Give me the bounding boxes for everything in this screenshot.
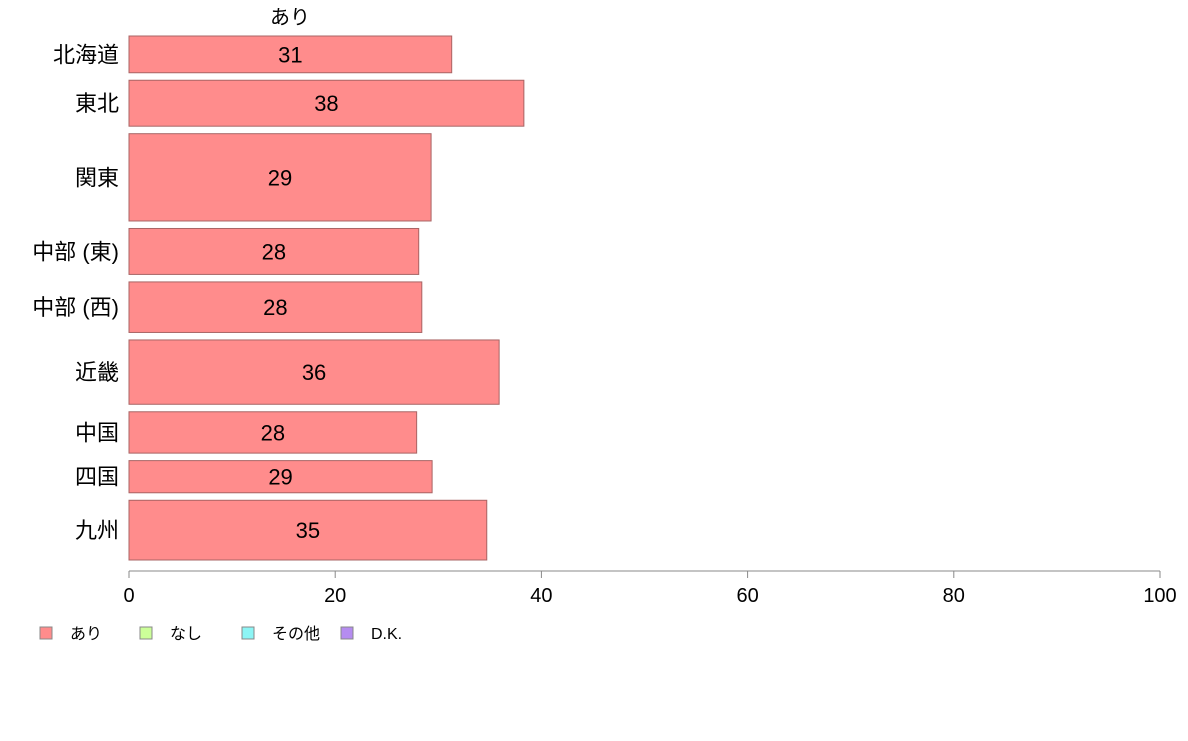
category-label: 四国 [75,465,119,490]
x-tick-label: 20 [324,585,346,607]
series-header: あり [270,7,310,29]
bar [128,339,500,405]
category-label: 東北 [75,91,119,116]
data-label: 31 [278,42,302,67]
legend-swatch [340,626,354,640]
legend-label: その他 [272,625,320,643]
bar [128,227,420,275]
x-tick-label: 60 [736,585,758,607]
legend-swatch [241,626,255,640]
data-label: 36 [302,360,326,385]
category-label: 関東 [75,165,119,190]
legend: あり なし その他 D.K. [39,625,402,643]
x-tick-label: 100 [1143,585,1176,607]
data-label: 35 [296,518,320,543]
x-tick-label: 80 [943,585,965,607]
legend-label: あり [70,625,102,643]
category-label: 中部 (西) [32,295,119,320]
bar [128,499,488,561]
category-label: 九州 [75,518,119,543]
category-label: 中国 [75,420,119,445]
legend-label: D.K. [371,626,402,643]
bar [128,281,423,333]
bar [128,133,432,222]
category-label: 北海道 [53,42,119,67]
legend-swatch [39,626,53,640]
bars-layer: 31 38 29 28 28 36 28 29 35 [128,35,525,561]
bar [128,411,418,454]
data-label: 38 [314,91,338,116]
bar [128,79,525,127]
category-label: 近畿 [75,360,119,385]
data-label: 29 [268,165,292,190]
x-tick-label: 0 [123,585,134,607]
category-label: 中部 (東) [32,239,119,264]
data-label: 29 [268,465,292,490]
bar [128,460,433,494]
legend-label: なし [170,625,202,643]
data-label: 28 [262,239,286,264]
data-label: 28 [263,295,287,320]
bar [128,35,453,74]
legend-swatch [139,626,153,640]
x-axis: 0 20 40 60 80 100 [123,570,1177,607]
x-tick-label: 40 [530,585,552,607]
data-label: 28 [261,420,285,445]
